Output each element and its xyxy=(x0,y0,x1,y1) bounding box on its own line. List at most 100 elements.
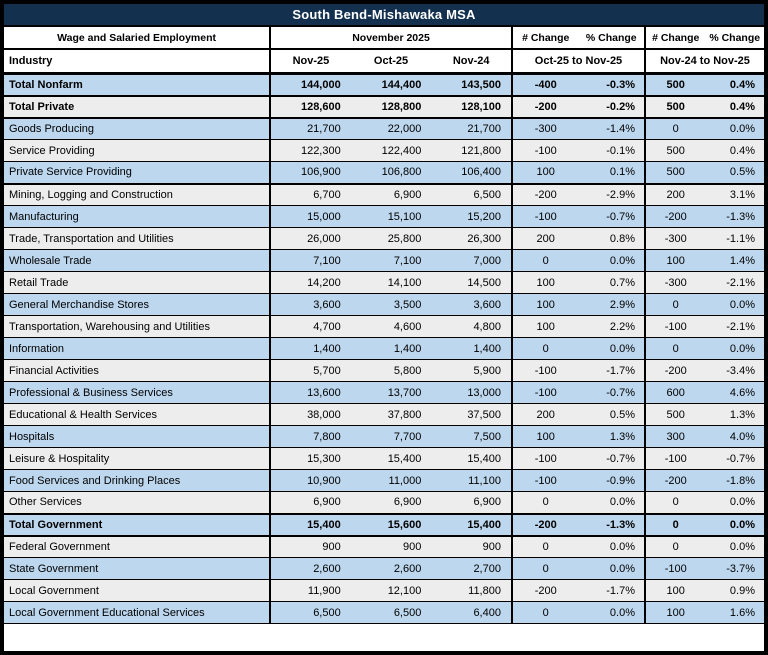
value-cell: 6,500 xyxy=(269,601,351,624)
value-cell: 4,800 xyxy=(431,315,512,338)
value-cell: 37,500 xyxy=(431,403,512,426)
value-cell: 0.5% xyxy=(578,403,645,426)
value-cell: 0.0% xyxy=(578,535,645,558)
header-nov24: Nov-24 xyxy=(431,49,512,75)
value-cell: 500 xyxy=(643,161,706,185)
industry-cell: Wholesale Trade xyxy=(4,249,271,272)
value-cell: 5,900 xyxy=(431,359,512,382)
table-row: Private Service Providing 106,900 106,800 1… xyxy=(4,161,764,185)
value-cell: 0 xyxy=(643,513,706,537)
industry-cell: Information xyxy=(4,337,271,360)
value-cell: -1.3% xyxy=(705,205,764,228)
value-cell: 0.4% xyxy=(705,73,764,97)
value-cell: 15,300 xyxy=(269,447,351,470)
value-cell: 0 xyxy=(510,601,579,624)
value-cell: 10,900 xyxy=(269,469,351,492)
value-cell: -200 xyxy=(643,469,706,492)
value-cell: 0.0% xyxy=(578,601,645,624)
value-cell: 128,800 xyxy=(350,95,432,119)
industry-cell: Food Services and Drinking Places xyxy=(4,469,271,492)
value-cell: -300 xyxy=(643,271,706,294)
value-cell: 0.0% xyxy=(578,249,645,272)
value-cell: -1.8% xyxy=(705,469,764,492)
value-cell: 21,700 xyxy=(269,117,351,140)
value-cell: -2.1% xyxy=(705,315,764,338)
value-cell: 6,900 xyxy=(431,491,512,515)
value-cell: 14,100 xyxy=(350,271,432,294)
industry-cell: Leisure & Hospitality xyxy=(4,447,271,470)
value-cell: -200 xyxy=(510,95,579,119)
value-cell: -200 xyxy=(643,359,706,382)
value-cell: 15,600 xyxy=(350,513,432,537)
industry-cell: Service Providing xyxy=(4,139,271,162)
value-cell: 6,500 xyxy=(431,183,512,206)
value-cell: 5,700 xyxy=(269,359,351,382)
value-cell: 0 xyxy=(510,337,579,360)
value-cell: 0 xyxy=(510,249,579,272)
table-row: Professional & Business Services 13,600 13… xyxy=(4,381,764,404)
value-cell: 0.0% xyxy=(705,491,764,515)
value-cell: -300 xyxy=(643,227,706,250)
header-yoy-range: Nov-24 to Nov-25 xyxy=(644,49,764,75)
value-cell: 26,000 xyxy=(269,227,351,250)
header-num-change-mom: # Change xyxy=(510,27,579,50)
value-cell: 0 xyxy=(510,491,579,515)
value-cell: 100 xyxy=(510,271,579,294)
value-cell: -100 xyxy=(510,381,579,404)
table-row: Other Services 6,900 6,900 6,900 0 0.0% 0 0.0% xyxy=(4,491,764,515)
value-cell: 100 xyxy=(643,579,706,602)
value-cell: 0.0% xyxy=(705,117,764,140)
value-cell: -100 xyxy=(510,205,579,228)
value-cell: -400 xyxy=(510,73,579,97)
value-cell: -100 xyxy=(510,359,579,382)
value-cell: 121,800 xyxy=(431,139,512,162)
value-cell: 4,700 xyxy=(269,315,351,338)
value-cell: 0.0% xyxy=(705,513,764,537)
value-cell: -2.1% xyxy=(705,271,764,294)
value-cell: 100 xyxy=(510,293,579,316)
value-cell: 144,400 xyxy=(350,73,432,97)
value-cell: -100 xyxy=(510,447,579,470)
table-row: Local Government 11,900 12,100 11,800 -200 -1… xyxy=(4,579,764,602)
industry-cell: Other Services xyxy=(4,491,271,515)
value-cell: 0 xyxy=(643,535,706,558)
table-row: Financial Activities 5,700 5,800 5,900 -100-… xyxy=(4,359,764,382)
value-cell: 0.4% xyxy=(705,95,764,119)
value-cell: -100 xyxy=(510,469,579,492)
value-cell: 2.9% xyxy=(578,293,645,316)
value-cell: 7,100 xyxy=(269,249,351,272)
value-cell: 1,400 xyxy=(431,337,512,360)
header-row-groups: Wage and Salaried Employment November 20… xyxy=(4,27,764,50)
table-title: South Bend-Mishawaka MSA xyxy=(4,4,764,27)
table-row: Goods Producing 21,700 22,000 21,700 -300 -1.… xyxy=(4,117,764,140)
value-cell: 143,500 xyxy=(431,73,512,97)
value-cell: 0.8% xyxy=(578,227,645,250)
value-cell: 2.2% xyxy=(578,315,645,338)
value-cell: -0.7% xyxy=(578,205,645,228)
value-cell: 128,100 xyxy=(431,95,512,119)
value-cell: -1.4% xyxy=(578,117,645,140)
value-cell: -0.7% xyxy=(578,447,645,470)
value-cell: 100 xyxy=(510,161,579,185)
value-cell: 13,600 xyxy=(269,381,351,404)
value-cell: 6,500 xyxy=(350,601,432,624)
table-row: Hospitals 7,800 7,700 7,500 100 1.3% 300 4.0% xyxy=(4,425,764,448)
value-cell: 100 xyxy=(510,315,579,338)
value-cell: 12,100 xyxy=(350,579,432,602)
table-header: Wage and Salaried Employment November 20… xyxy=(4,27,764,75)
header-pct-change-yoy: % Change xyxy=(705,27,764,50)
value-cell: -0.7% xyxy=(705,447,764,470)
value-cell: 6,900 xyxy=(350,183,432,206)
value-cell: 13,700 xyxy=(350,381,432,404)
value-cell: 300 xyxy=(643,425,706,448)
value-cell: 144,000 xyxy=(269,73,351,97)
table-row: Total Nonfarm 144,000 144,400 143,500 -400 -0… xyxy=(4,73,764,97)
table-row: Service Providing 122,300 122,400 121,800 -1… xyxy=(4,139,764,162)
value-cell: 11,000 xyxy=(350,469,432,492)
value-cell: 6,700 xyxy=(269,183,351,206)
table-row: Federal Government 900 900 900 0 0.0% 0 0.0% xyxy=(4,535,764,558)
value-cell: 15,400 xyxy=(431,513,512,537)
value-cell: 200 xyxy=(510,227,579,250)
table-row: Retail Trade 14,200 14,100 14,500 100 0.7% -30… xyxy=(4,271,764,294)
